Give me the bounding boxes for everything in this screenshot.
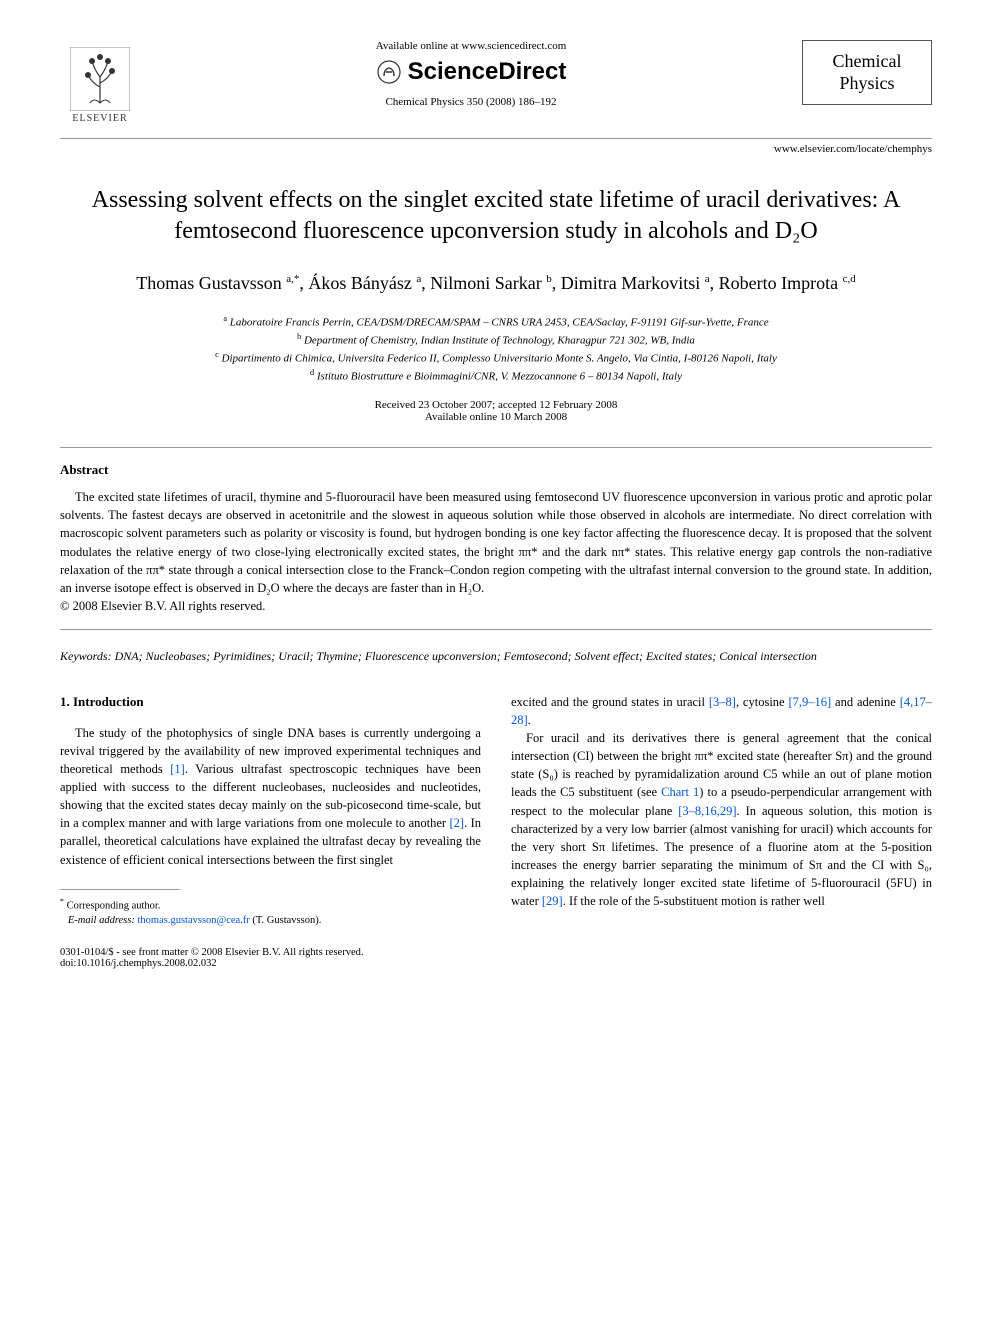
elsevier-label: ELSEVIER [72, 113, 127, 124]
dates-available-online: Available online 10 March 2008 [60, 411, 932, 423]
section-number: 1. [60, 694, 70, 709]
intro-para-1: The study of the photophysics of single … [60, 724, 481, 869]
corresponding-author-footnote: * Corresponding author. E-mail address: … [60, 896, 481, 929]
footnote-separator [60, 889, 180, 890]
column-right: excited and the ground states in uracil … [511, 693, 932, 929]
email-link[interactable]: thomas.gustavsson@cea.fr [137, 915, 249, 926]
page-container: ELSEVIER Available online at www.science… [0, 0, 992, 1009]
intro-para-1-continued: excited and the ground states in uracil … [511, 693, 932, 729]
intro-para-2: For uracil and its derivatives there is … [511, 729, 932, 910]
available-online-text: Available online at www.sciencedirect.co… [160, 40, 782, 52]
chart-link[interactable]: Chart 1 [661, 785, 699, 799]
center-header: Available online at www.sciencedirect.co… [140, 40, 802, 108]
abstract-body: The excited state lifetimes of uracil, t… [60, 490, 932, 595]
abstract-text: The excited state lifetimes of uracil, t… [60, 488, 932, 615]
journal-box-line1: Chemical [817, 51, 917, 73]
affiliation-b: b Department of Chemistry, Indian Instit… [60, 331, 932, 349]
citation-link[interactable]: [1] [170, 762, 185, 776]
sciencedirect-text: ScienceDirect [408, 58, 567, 86]
citation-link[interactable]: [3–8,16,29] [678, 804, 736, 818]
citation-link[interactable]: [29] [542, 894, 563, 908]
keywords-block: Keywords: DNA; Nucleobases; Pyrimidines;… [60, 648, 932, 665]
journal-url: www.elsevier.com/locate/chemphys [60, 143, 932, 155]
citation-link[interactable]: [3–8] [709, 695, 736, 709]
elsevier-logo: ELSEVIER [60, 40, 140, 130]
abstract-section: Abstract The excited state lifetimes of … [60, 447, 932, 630]
keywords-text: DNA; Nucleobases; Pyrimidines; Uracil; T… [115, 649, 817, 663]
email-person: (T. Gustavsson). [252, 915, 321, 926]
journal-reference: Chemical Physics 350 (2008) 186–192 [160, 96, 782, 108]
page-footer: 0301-0104/$ - see front matter © 2008 El… [60, 947, 932, 969]
journal-title-box: Chemical Physics [802, 40, 932, 105]
citation-link[interactable]: [7,9–16] [788, 695, 831, 709]
footer-doi: doi:10.1016/j.chemphys.2008.02.032 [60, 958, 363, 969]
authors-list: Thomas Gustavsson a,*, Ákos Bányász a, N… [60, 271, 932, 296]
section-heading-intro: 1. Introduction [60, 693, 481, 712]
journal-box-line2: Physics [817, 73, 917, 95]
affiliation-a: a Laboratoire Francis Perrin, CEA/DSM/DR… [60, 313, 932, 331]
article-dates: Received 23 October 2007; accepted 12 Fe… [60, 399, 932, 423]
email-label: E-mail address: [68, 915, 135, 926]
article-title: Assessing solvent effects on the singlet… [60, 185, 932, 247]
keywords-label: Keywords: [60, 649, 112, 663]
dates-received-accepted: Received 23 October 2007; accepted 12 Fe… [60, 399, 932, 411]
abstract-heading: Abstract [60, 462, 932, 478]
citation-link[interactable]: [2] [449, 816, 464, 830]
body-columns: 1. Introduction The study of the photoph… [60, 693, 932, 929]
affiliations: a Laboratoire Francis Perrin, CEA/DSM/DR… [60, 313, 932, 386]
corresponding-label: Corresponding author. [67, 900, 161, 911]
affiliation-c: c Dipartimento di Chimica, Universita Fe… [60, 349, 932, 367]
elsevier-tree-icon [70, 47, 130, 111]
header-row: ELSEVIER Available online at www.science… [60, 40, 932, 139]
section-title: Introduction [73, 694, 144, 709]
footer-copyright: 0301-0104/$ - see front matter © 2008 El… [60, 947, 363, 958]
sciencedirect-brand: ScienceDirect [160, 58, 782, 86]
column-left: 1. Introduction The study of the photoph… [60, 693, 481, 929]
sciencedirect-icon [376, 59, 402, 85]
affiliation-d: d Istituto Biostrutture e Bioimmagini/CN… [60, 367, 932, 385]
abstract-copyright: © 2008 Elsevier B.V. All rights reserved… [60, 599, 265, 613]
footer-left: 0301-0104/$ - see front matter © 2008 El… [60, 947, 363, 969]
